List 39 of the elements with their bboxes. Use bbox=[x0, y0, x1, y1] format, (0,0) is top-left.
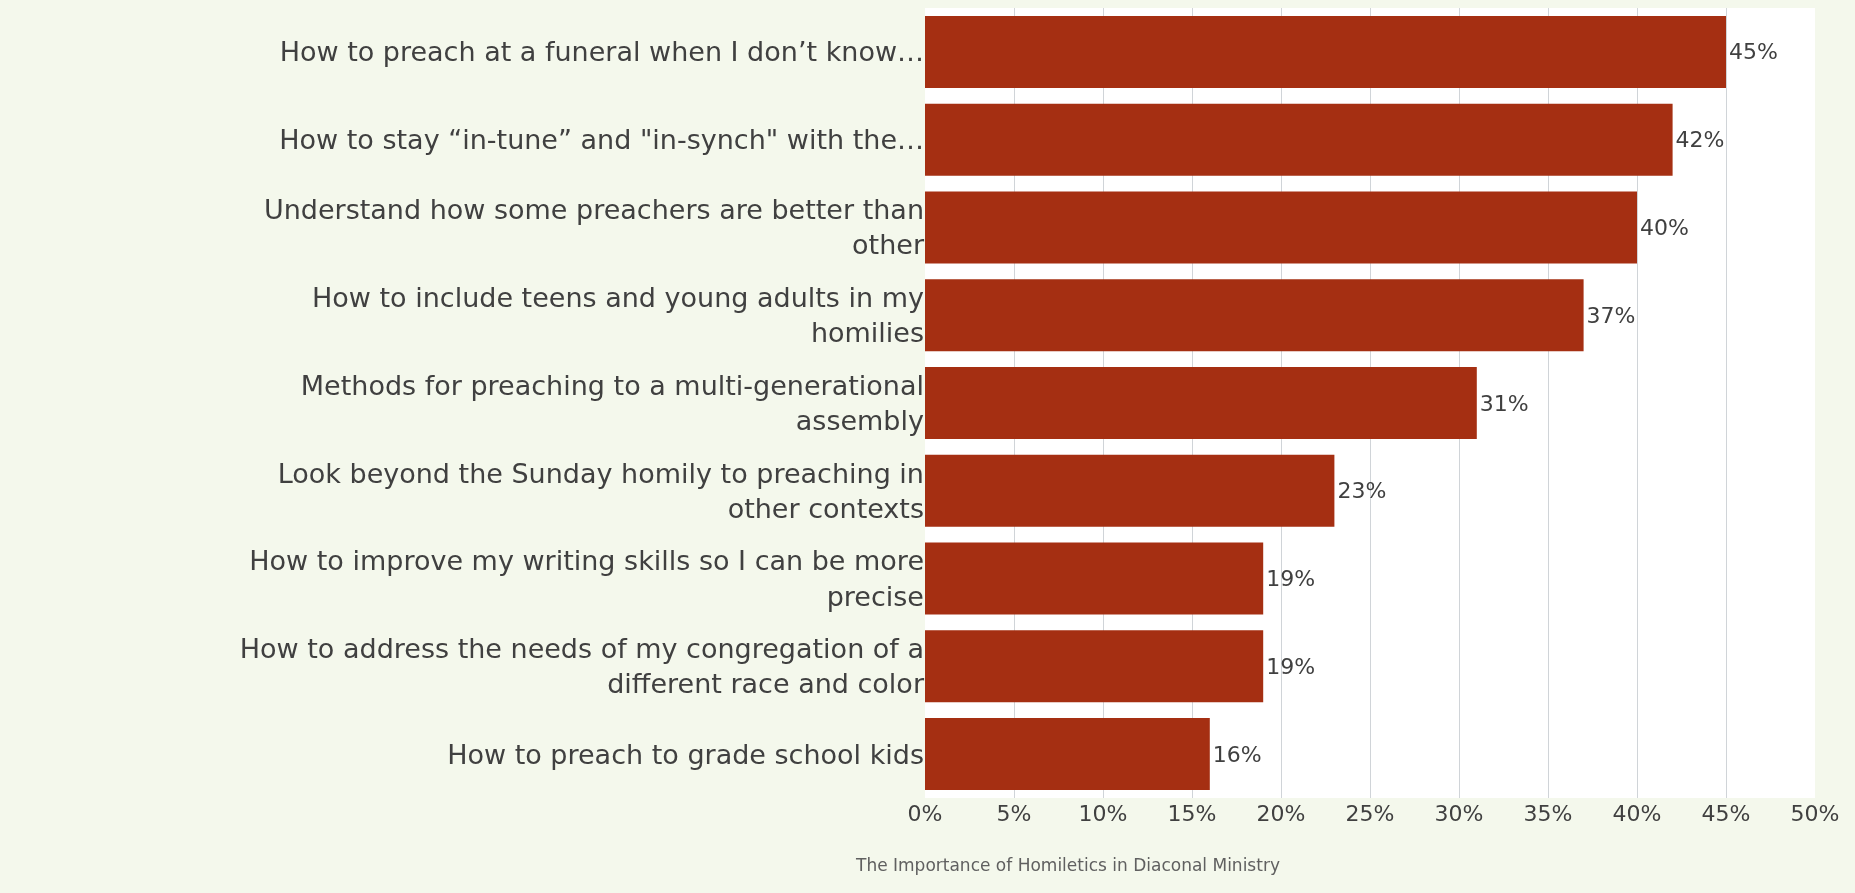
x-tick-label: 0% bbox=[907, 801, 943, 826]
y-tick-label: How to address the needs of my congregation of a different race and color bbox=[239, 633, 925, 700]
x-tick-label: 45% bbox=[1701, 801, 1751, 826]
bar bbox=[925, 630, 1264, 703]
data-label: 23% bbox=[1337, 478, 1387, 504]
bar bbox=[925, 367, 1477, 439]
bar bbox=[925, 542, 1264, 615]
x-tick-label: 25% bbox=[1345, 801, 1395, 826]
data-label: 37% bbox=[1586, 302, 1636, 328]
x-tick-label: 20% bbox=[1256, 801, 1306, 826]
bar bbox=[925, 718, 1210, 791]
y-tick-label: How to preach at a funeral when I don’t know… bbox=[279, 36, 924, 68]
data-label: 31% bbox=[1479, 390, 1529, 416]
data-label: 19% bbox=[1266, 653, 1316, 679]
x-tick-label: 15% bbox=[1167, 801, 1217, 826]
y-tick-label: Look beyond the Sunday homily to preaching in other contexts bbox=[277, 457, 924, 524]
y-tick-label: How to improve my writing skills so I can be more precise bbox=[249, 545, 924, 612]
y-tick-label: Understand how some preachers are better than other bbox=[263, 194, 925, 261]
data-label: 45% bbox=[1729, 39, 1778, 65]
y-tick-label: Methods for preaching to a multi-generational assembly bbox=[300, 369, 925, 436]
x-tick-label: 30% bbox=[1434, 801, 1484, 826]
x-tick-label: 50% bbox=[1790, 801, 1840, 826]
data-label: 19% bbox=[1266, 566, 1316, 592]
x-tick-label: 40% bbox=[1612, 801, 1662, 826]
y-tick-label: How to preach to grade school kids bbox=[447, 738, 924, 770]
y-tick-label: How to stay “in-tune” and "in-synch" with the… bbox=[279, 124, 924, 156]
bar bbox=[925, 279, 1584, 352]
bar bbox=[925, 454, 1335, 527]
data-label: 40% bbox=[1640, 214, 1689, 240]
bar bbox=[925, 103, 1673, 176]
data-label: 42% bbox=[1675, 127, 1725, 153]
bar bbox=[925, 191, 1637, 264]
x-tick-label: 5% bbox=[996, 801, 1032, 826]
data-label: 16% bbox=[1212, 741, 1262, 767]
y-tick-label: How to include teens and young adults in my homilies bbox=[312, 282, 925, 349]
x-tick-label: 10% bbox=[1078, 801, 1128, 826]
bar bbox=[925, 15, 1726, 88]
x-tick-label: 35% bbox=[1523, 801, 1573, 826]
text: The Importance of Homiletics in Diaconal Ministry bbox=[855, 855, 1280, 875]
